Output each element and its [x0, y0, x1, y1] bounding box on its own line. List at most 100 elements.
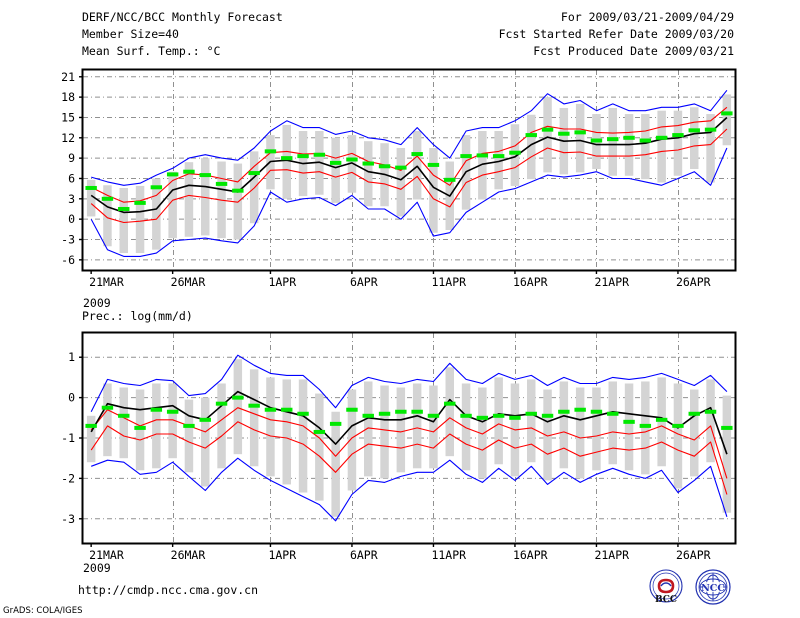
- x-tick-label: 21MAR: [89, 548, 124, 561]
- observation-mark: [101, 196, 114, 201]
- observation-mark: [704, 409, 717, 414]
- x-tick-label: 26MAR: [171, 548, 206, 561]
- observation-mark: [183, 423, 195, 428]
- source-url[interactable]: http://cmdp.ncc.cma.gov.cn: [78, 583, 259, 597]
- observation-mark: [639, 138, 652, 143]
- range-bar: [135, 185, 145, 254]
- observation-mark: [118, 413, 130, 418]
- series-line-p25: [90, 128, 728, 224]
- range-bar: [673, 383, 683, 489]
- range-bar: [103, 383, 112, 457]
- observation-mark: [199, 173, 211, 178]
- range-bar: [331, 137, 340, 203]
- y-tick-label: -2: [61, 471, 75, 485]
- x-tick-label: 6APR: [350, 548, 378, 561]
- observation-mark: [688, 411, 700, 416]
- range-bar: [266, 377, 275, 477]
- observation-mark: [362, 161, 374, 166]
- observation-mark: [444, 177, 456, 182]
- observation-mark: [655, 135, 668, 140]
- y-tick-label: -6: [61, 253, 75, 267]
- year-label-bottom: 2009: [83, 561, 111, 575]
- range-bar: [152, 178, 161, 250]
- observation-mark: [264, 407, 277, 412]
- series-line-min: [91, 457, 728, 522]
- x-tick-label: 16APR: [513, 548, 548, 561]
- x-tick-label: 1APR: [268, 548, 296, 561]
- observation-mark: [297, 411, 309, 416]
- x-tick-label: 11APR: [431, 275, 466, 286]
- forecast-period-label: For 2009/03/21-2009/04/29: [560, 10, 734, 24]
- observation-mark: [411, 152, 423, 157]
- observation-mark: [281, 156, 293, 161]
- observation-mark: [101, 405, 114, 410]
- range-bar: [331, 411, 340, 517]
- observation-mark: [460, 154, 472, 159]
- range-bar: [608, 107, 617, 176]
- observation-mark: [183, 169, 195, 174]
- range-bar: [690, 107, 699, 169]
- x-tick-label: 21APR: [594, 548, 629, 561]
- range-bar: [673, 110, 683, 176]
- observation-mark: [639, 423, 652, 428]
- range-bar: [282, 124, 291, 199]
- observation-mark: [215, 181, 228, 186]
- grads-attribution: GrADS: COLA/IGES: [3, 606, 83, 616]
- range-bar: [641, 114, 650, 180]
- observation-mark: [623, 135, 635, 140]
- x-tick-label: 11APR: [431, 548, 466, 561]
- range-bar: [298, 379, 308, 493]
- range-bar: [168, 383, 177, 459]
- observation-marks: [85, 111, 733, 211]
- observation-mark: [134, 425, 146, 430]
- observation-mark: [509, 150, 521, 155]
- range-bar: [249, 369, 259, 467]
- range-bar: [543, 97, 552, 173]
- range-bar: [135, 389, 145, 471]
- range-bar: [722, 94, 732, 146]
- observation-mark: [150, 185, 163, 190]
- page-title: DERF/NCC/BCC Monthly Forecast: [82, 10, 283, 24]
- range-bar: [478, 387, 487, 479]
- y-tick-label: 15: [61, 110, 75, 124]
- observation-mark: [525, 411, 537, 416]
- range-bar: [445, 367, 454, 457]
- observation-mark: [525, 133, 537, 138]
- y-tick-label: 6: [68, 171, 75, 185]
- temperature-chart: 21 18 15 12 9 6 3 0 -3 -6 21MAR 26MAR 1APR 6APR 11APR 1…: [61, 68, 737, 286]
- range-bar: [706, 379, 715, 463]
- range-bar: [380, 385, 389, 479]
- observation-mark: [378, 411, 391, 416]
- observation-mark: [590, 138, 603, 143]
- observation-mark: [541, 127, 554, 132]
- range-bar: [510, 124, 520, 186]
- range-bar: [184, 399, 194, 473]
- y-tick-label: 1: [68, 350, 75, 364]
- bcc-logo: BCC: [645, 568, 687, 608]
- precipitation-chart: 1 0 -1 -2 -3 21MAR 26MAR 1APR 6APR 11APR 16APR 21AP…: [61, 331, 737, 561]
- observation-mark: [721, 425, 733, 430]
- range-bar: [86, 179, 96, 217]
- observation-mark: [541, 413, 554, 418]
- observation-mark: [248, 171, 260, 176]
- observation-mark: [346, 407, 358, 412]
- range-bar: [412, 383, 422, 469]
- observation-mark: [118, 206, 130, 211]
- range-bar: [152, 383, 161, 469]
- range-bar: [396, 387, 406, 473]
- y-tick-label: -3: [61, 512, 75, 526]
- range-bar: [624, 383, 634, 471]
- range-bar: [184, 162, 194, 237]
- range-bar: [494, 131, 503, 190]
- observation-mark: [395, 165, 407, 170]
- range-bar: [461, 383, 471, 471]
- observation-mark: [558, 409, 570, 414]
- refer-date-label: Fcst Started Refer Date 2009/03/20: [498, 27, 734, 41]
- observation-mark: [232, 395, 244, 400]
- range-bar: [217, 383, 226, 469]
- observation-mark: [590, 409, 603, 414]
- observation-mark: [199, 417, 211, 422]
- x-tick-label: 1APR: [268, 275, 296, 286]
- x-tick-label: 21APR: [594, 275, 629, 286]
- range-bar: [527, 114, 536, 180]
